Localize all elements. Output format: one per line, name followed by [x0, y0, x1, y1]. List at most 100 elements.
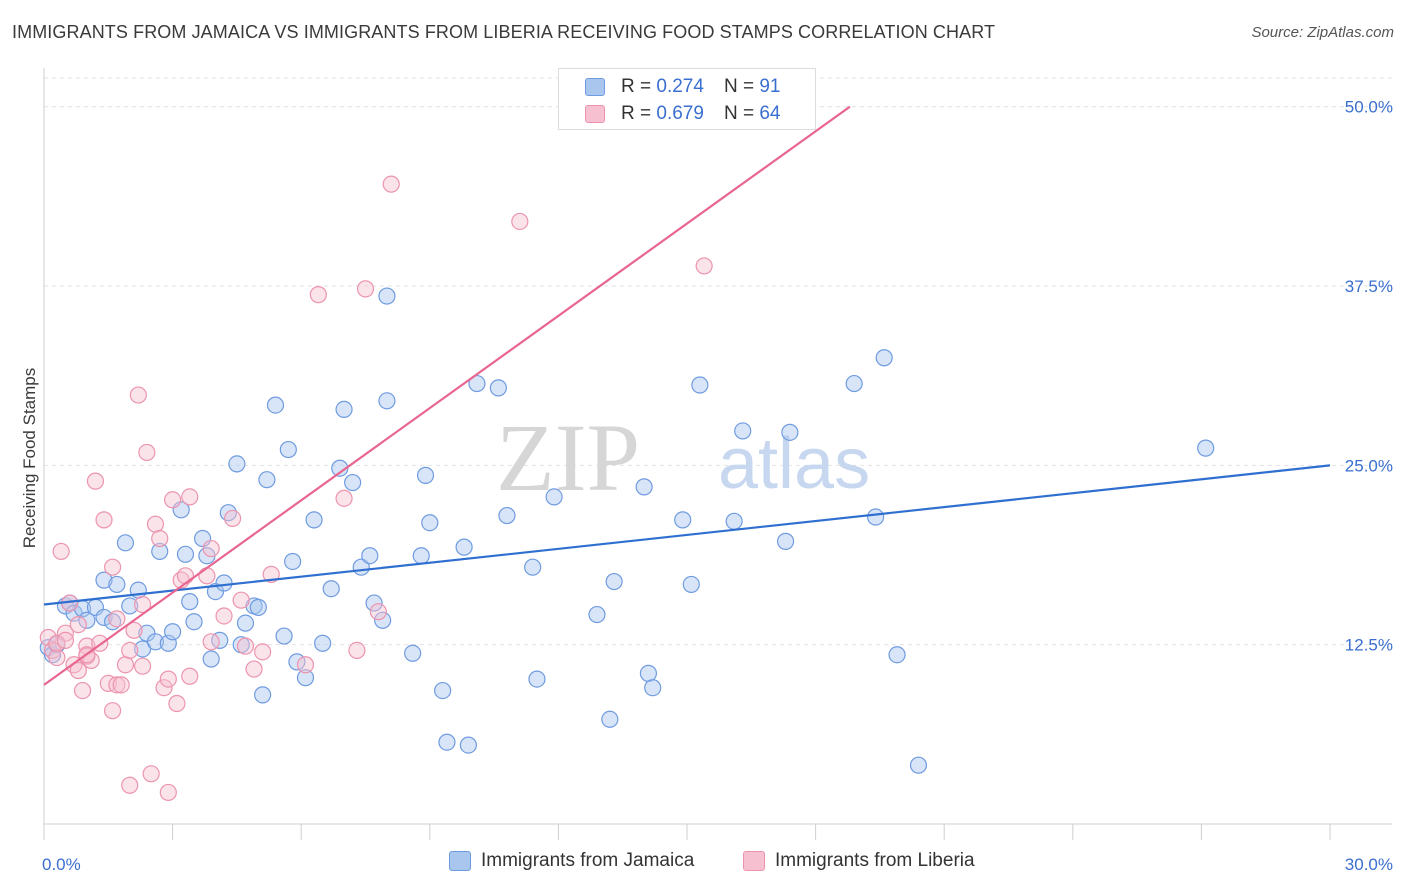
jamaica-point [121, 597, 139, 615]
legend-r-label: R = [621, 76, 652, 97]
jamaica-point [416, 466, 435, 484]
y-tick-label: 12.5% [1345, 636, 1393, 655]
liberia-point [39, 628, 57, 647]
jamaica-point [296, 669, 315, 687]
legend-row-liberia: R = 0.679 N = 64 [585, 102, 780, 126]
jamaica-point [78, 611, 96, 629]
liberia-point [168, 694, 186, 713]
jamaica-point [236, 614, 255, 632]
jamaica-point [254, 686, 272, 704]
jamaica-point [867, 508, 885, 526]
jamaica-point [258, 471, 276, 489]
jamaica-point [266, 396, 285, 414]
liberia-point [254, 643, 272, 661]
jamaica-point [108, 575, 126, 594]
watermark-atlas: atlas [718, 424, 870, 504]
jamaica-point [455, 538, 473, 556]
liberia-point [69, 661, 87, 680]
bottom-legend-liberia: Immigrants from Liberia [743, 850, 975, 872]
jamaica-point [682, 575, 700, 594]
jamaica-point [725, 512, 743, 530]
liberia-point [133, 595, 152, 614]
liberia-point [159, 783, 177, 802]
jamaica-point [635, 478, 653, 496]
liberia-point [176, 567, 195, 585]
legend-n-label: N = [723, 76, 755, 97]
y-tick-label: 25.0% [1345, 456, 1393, 475]
liberia-trend-line [43, 105, 851, 686]
watermark-zip: ZIP [496, 404, 640, 511]
jamaica-point [528, 670, 546, 688]
jamaica-point [151, 542, 169, 561]
jamaica-point [284, 552, 302, 571]
jamaica-point [133, 640, 152, 658]
liberia-point [262, 565, 280, 583]
grid-lines [44, 77, 1392, 646]
jamaica-point [588, 605, 606, 624]
jamaica-point [434, 681, 452, 700]
liberia-point [52, 542, 70, 561]
liberia-point [121, 776, 139, 794]
liberia-point [369, 603, 387, 621]
source-label: Source: ZipAtlas.com [1251, 24, 1394, 41]
liberia-point [103, 558, 122, 576]
liberia-point [99, 674, 117, 693]
liberia-point [215, 607, 233, 625]
legend-r-label: R = [621, 103, 652, 124]
jamaica-point [524, 558, 542, 576]
legend-swatch-jamaica [585, 78, 605, 96]
liberia-point [125, 621, 143, 639]
jamaica-point [185, 613, 203, 631]
bottom-legend-swatch-jamaica [449, 851, 471, 871]
liberia-point [73, 681, 92, 700]
bottom-legend-label-liberia: Immigrants from Liberia [775, 850, 975, 871]
correlation-legend: R = 0.274 N = 91 R = 0.679 N = 64 [558, 68, 816, 130]
jamaica-point [776, 532, 795, 550]
jamaica-point [378, 287, 396, 305]
liberia-point [202, 633, 220, 651]
x-tick-label: 0.0% [42, 855, 81, 874]
jamaica-point [116, 534, 135, 552]
liberia-point [155, 679, 173, 697]
liberia-point [48, 648, 66, 667]
legend-n-value-liberia: 64 [759, 103, 781, 124]
trend-lines [43, 105, 1331, 686]
liberia-point [133, 657, 152, 675]
liberia-point [335, 489, 353, 507]
liberia-point [245, 660, 263, 678]
jamaica-point [322, 580, 340, 598]
liberia-point [202, 539, 220, 558]
chart-title: IMMIGRANTS FROM JAMAICA VS IMMIGRANTS FR… [12, 22, 996, 42]
jamaica-point [305, 511, 323, 529]
x-tick-label: 30.0% [1345, 855, 1393, 874]
jamaica-point [365, 594, 383, 612]
liberia-point [159, 670, 177, 688]
jamaica-point [95, 608, 113, 627]
liberia-point [356, 280, 375, 298]
jamaica-point [275, 627, 293, 645]
jamaica-point [909, 756, 928, 774]
jamaica-point [459, 736, 477, 754]
liberia-point [116, 656, 135, 674]
legend-r-value-jamaica: 0.274 [656, 76, 704, 97]
liberia-point [151, 529, 169, 548]
liberia-point [86, 472, 105, 490]
liberia-point [56, 631, 75, 649]
jamaica-point [146, 633, 165, 651]
axes [43, 68, 1392, 840]
jamaica-point [691, 376, 709, 394]
liberia-point [108, 676, 126, 694]
jamaica-point [211, 631, 229, 649]
jamaica-point [344, 473, 362, 492]
jamaica-point [639, 664, 658, 682]
bottom-legend-jamaica: Immigrants from Jamaica [449, 850, 694, 872]
jamaica-point [875, 349, 893, 367]
jamaica-point [674, 511, 692, 529]
liberia-point [164, 491, 182, 509]
liberia-point [181, 667, 199, 685]
liberia-point [146, 515, 165, 533]
liberia-point [695, 257, 713, 275]
liberia-point [232, 591, 250, 609]
jamaica-point [404, 644, 422, 662]
